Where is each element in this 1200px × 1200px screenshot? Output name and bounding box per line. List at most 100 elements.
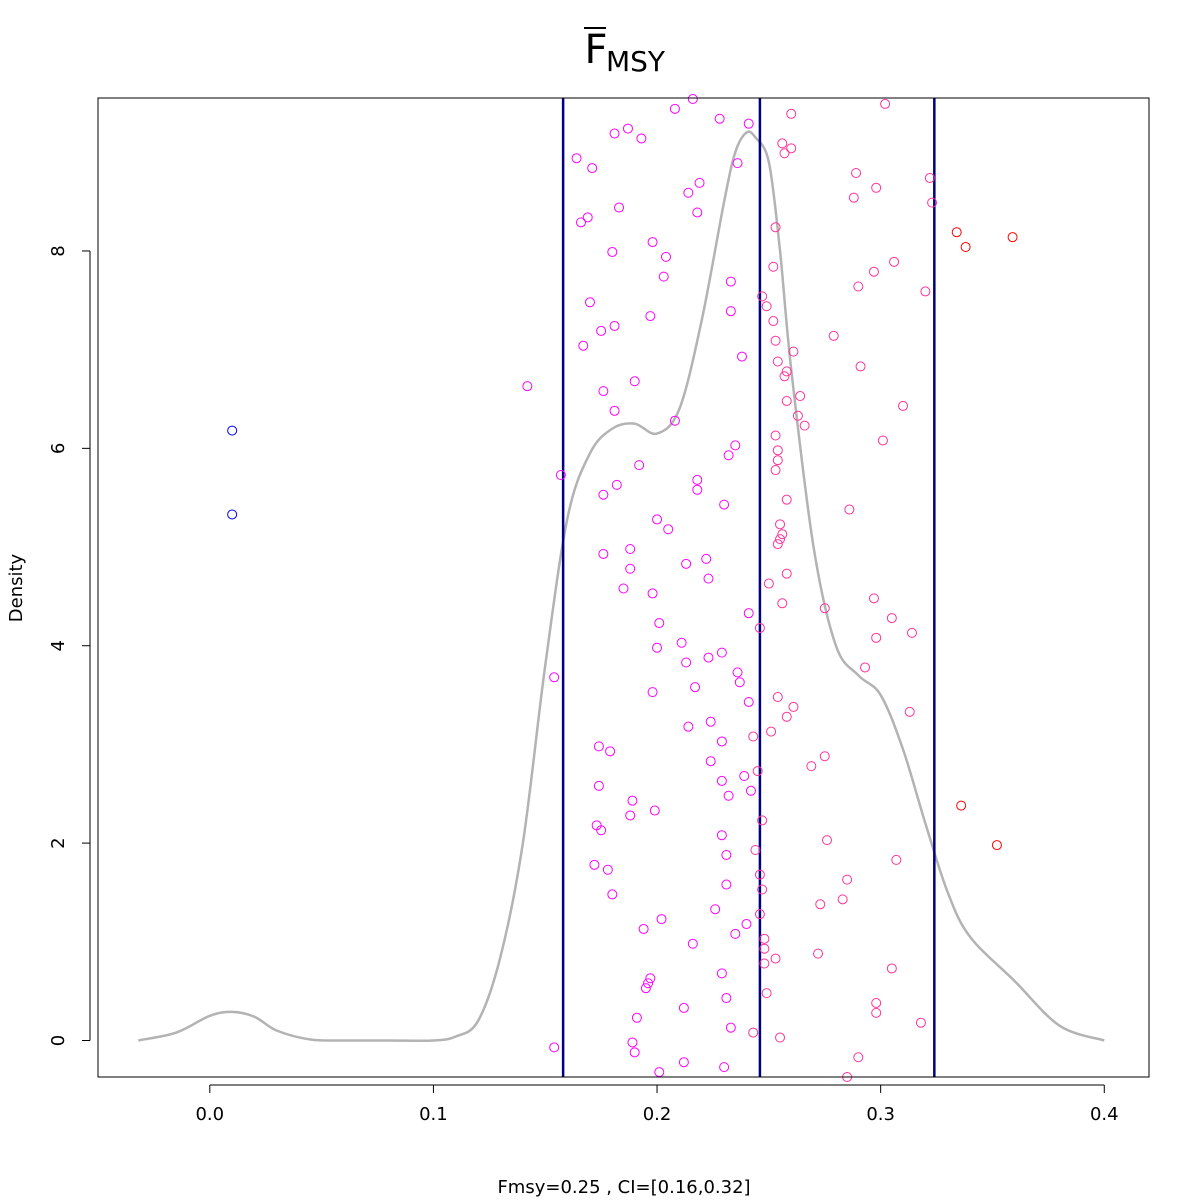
data-point xyxy=(781,568,792,579)
data-point xyxy=(705,756,716,767)
data-point xyxy=(725,1022,736,1033)
data-point xyxy=(754,909,765,920)
data-point xyxy=(853,1052,864,1063)
data-point xyxy=(761,301,772,312)
data-point xyxy=(687,938,698,949)
data-point xyxy=(598,489,609,500)
data-point xyxy=(589,859,600,870)
data-point xyxy=(779,371,790,382)
data-point xyxy=(880,98,891,109)
data-point xyxy=(663,524,674,535)
data-point xyxy=(871,632,882,643)
data-point xyxy=(777,598,788,609)
data-point xyxy=(806,761,817,772)
data-point xyxy=(891,854,902,865)
data-point xyxy=(643,978,654,989)
data-point xyxy=(898,400,909,411)
data-point xyxy=(886,613,897,624)
data-point xyxy=(636,133,647,144)
data-point xyxy=(770,430,781,441)
data-point xyxy=(759,943,770,954)
data-point xyxy=(754,869,765,880)
data-point xyxy=(625,544,636,555)
data-point xyxy=(593,741,604,752)
data-point xyxy=(683,721,694,732)
data-point xyxy=(743,696,754,707)
data-point xyxy=(871,182,882,193)
data-point xyxy=(754,622,765,633)
y-tick-label: 2 xyxy=(48,837,69,848)
data-point xyxy=(853,281,864,292)
data-point xyxy=(678,1002,689,1013)
data-point xyxy=(860,662,871,673)
data-point xyxy=(819,603,830,614)
data-point xyxy=(772,445,783,456)
data-point xyxy=(701,553,712,564)
data-point xyxy=(734,677,745,688)
data-point xyxy=(596,325,607,336)
data-point xyxy=(737,351,748,362)
data-point xyxy=(576,217,587,228)
data-point xyxy=(625,563,636,574)
plot-frame xyxy=(97,97,1150,1078)
data-point xyxy=(732,667,743,678)
data-point xyxy=(991,840,1002,851)
y-tick-label: 4 xyxy=(48,640,69,651)
y-tick-label: 0 xyxy=(48,1035,69,1046)
data-point xyxy=(714,113,725,124)
x-axis-label: Fmsy=0.25 , CI=[0.16,0.32] xyxy=(497,1177,750,1198)
data-point xyxy=(609,320,620,331)
data-point xyxy=(927,197,938,208)
data-point xyxy=(772,539,783,550)
data-point xyxy=(690,682,701,693)
data-point xyxy=(614,202,625,213)
data-point xyxy=(924,172,935,183)
data-point xyxy=(618,583,629,594)
data-point xyxy=(669,415,680,426)
data-point xyxy=(757,291,768,302)
data-point xyxy=(721,849,732,860)
data-point xyxy=(522,381,533,392)
data-point xyxy=(647,687,658,698)
data-point xyxy=(739,770,750,781)
data-point xyxy=(766,726,777,737)
data-point xyxy=(692,207,703,218)
data-point xyxy=(555,469,566,480)
data-point xyxy=(656,914,667,925)
data-point xyxy=(723,790,734,801)
data-point xyxy=(745,785,756,796)
data-point xyxy=(692,484,703,495)
data-point xyxy=(645,311,656,322)
data-point xyxy=(681,558,692,569)
data-point xyxy=(649,805,660,816)
data-point xyxy=(710,904,721,915)
data-point xyxy=(725,306,736,317)
data-point xyxy=(716,830,727,841)
data-point xyxy=(602,864,613,875)
data-point xyxy=(607,246,618,257)
data-point xyxy=(730,928,741,939)
density-curve xyxy=(137,130,1105,1043)
data-point xyxy=(743,118,754,129)
data-point xyxy=(622,123,633,134)
data-point xyxy=(750,845,761,856)
y-tick-label: 6 xyxy=(48,443,69,454)
data-point xyxy=(732,158,743,169)
data-point xyxy=(777,529,788,540)
data-point xyxy=(813,948,824,959)
data-point xyxy=(904,706,915,717)
data-point xyxy=(777,138,788,149)
data-point xyxy=(781,494,792,505)
data-point xyxy=(719,1062,730,1073)
reference-lines-layer xyxy=(561,98,936,1077)
data-point xyxy=(654,1067,665,1078)
x-axis: 0.0 0.1 0.2 0.3 0.4 xyxy=(195,1084,1119,1125)
data-point xyxy=(757,815,768,826)
data-point xyxy=(634,460,645,471)
data-point xyxy=(669,103,680,114)
data-point xyxy=(960,242,971,253)
data-point xyxy=(549,1042,560,1053)
data-point xyxy=(645,973,656,984)
data-point xyxy=(748,731,759,742)
data-point xyxy=(582,212,593,223)
